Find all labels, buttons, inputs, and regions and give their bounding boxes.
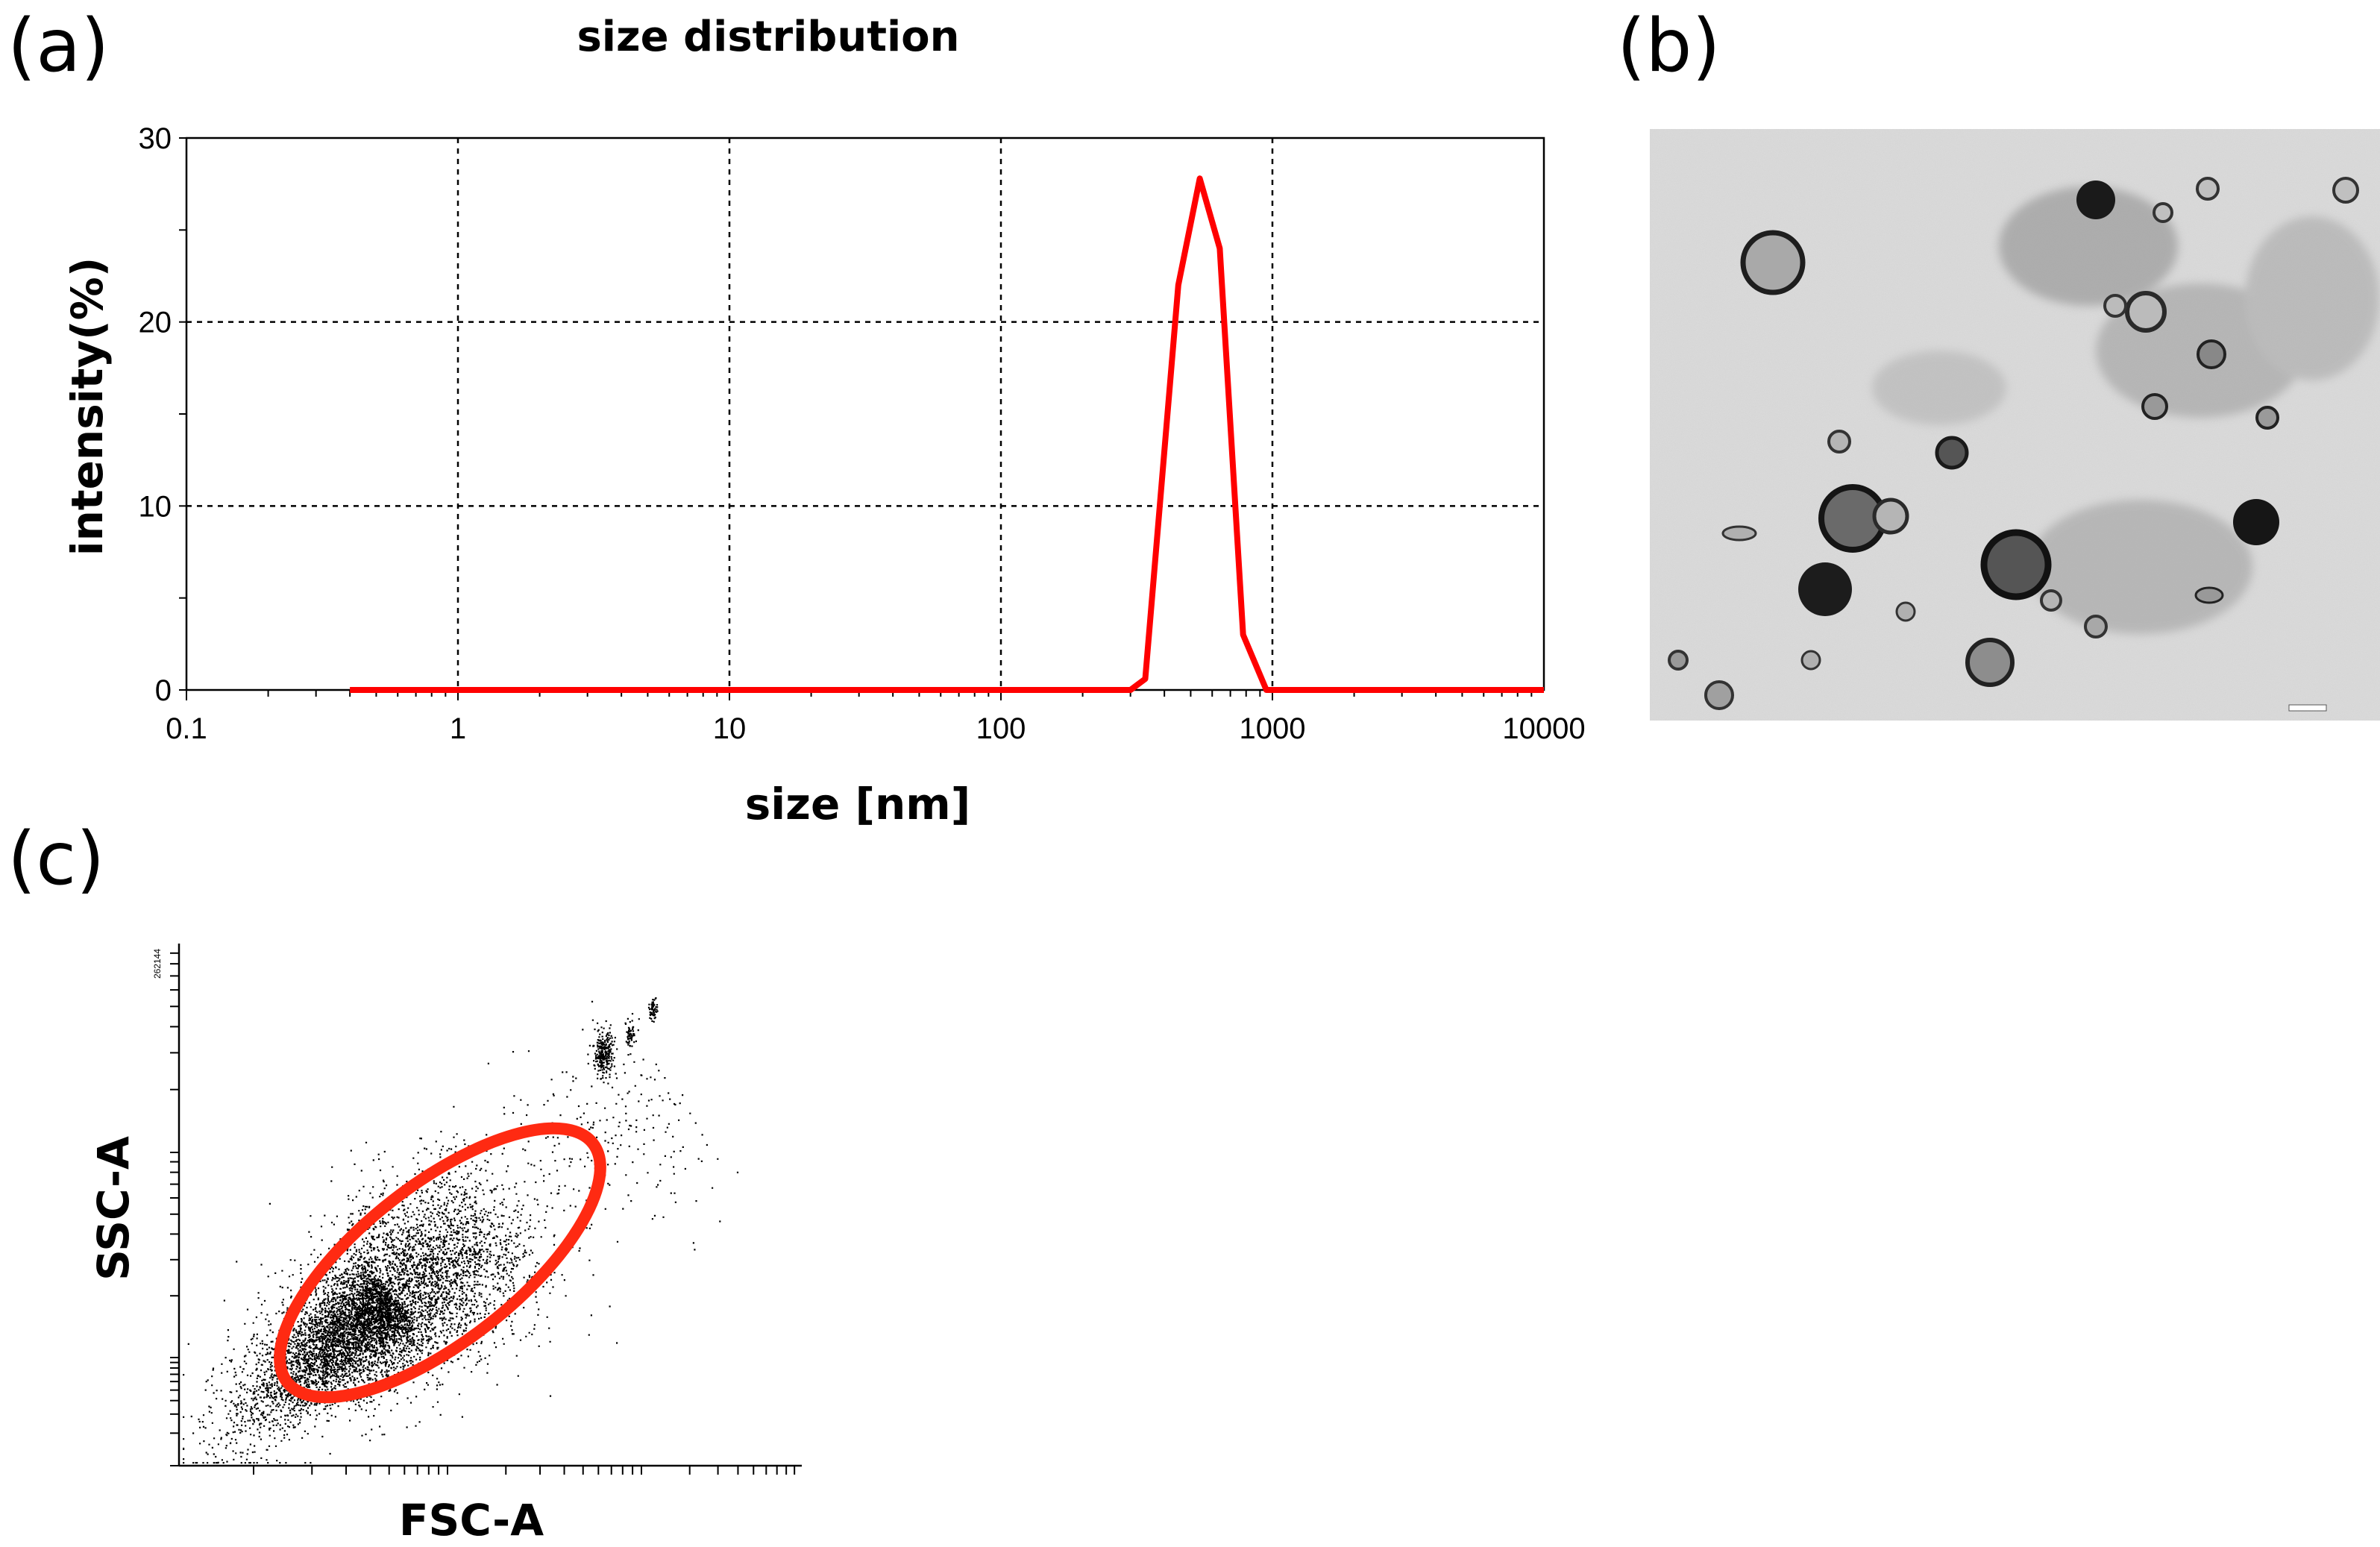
- y-axis-title: SSC-A: [88, 1136, 139, 1281]
- vesicle: [1704, 680, 1734, 710]
- x-tick-label: 1: [450, 712, 466, 745]
- x-tick-label: 1000: [1240, 712, 1306, 745]
- panel-label-b: (b): [1617, 4, 1721, 89]
- vesicle: [2040, 589, 2062, 612]
- distribution-line: [350, 175, 1544, 693]
- x-tick-labels: 0.1 1 10 100 1000 10000: [166, 712, 1585, 745]
- vesicle: [1872, 498, 1909, 535]
- x-tick-label: 0.1: [166, 712, 207, 745]
- vesicle: [2125, 291, 2167, 333]
- y-tick-label: 30: [139, 122, 172, 155]
- vesicle: [2076, 181, 2115, 219]
- vesicle: [1798, 562, 1852, 616]
- y-tick-label: 20: [139, 307, 172, 339]
- vesicle: [2255, 406, 2279, 430]
- vesicles: [1668, 177, 2359, 710]
- x-tick-label: 100: [976, 712, 1026, 745]
- chart-title: size distribution: [577, 13, 959, 61]
- cytometry-ticks: [170, 952, 796, 1475]
- vesicle: [2233, 499, 2279, 545]
- y-tick-label: 0: [155, 674, 172, 707]
- vesicle: [2332, 177, 2359, 204]
- vesicle: [2153, 202, 2173, 223]
- panel-label-c: (c): [7, 817, 104, 902]
- vesicle: [1740, 230, 1806, 295]
- y-axis-title: intensity(%): [62, 257, 113, 556]
- y-tick-label: 10: [139, 490, 172, 523]
- vesicle: [1668, 650, 1689, 671]
- flow-cytometry-plot: 262144 FSC-A SSC-A: [88, 944, 802, 1546]
- vesicle: [2141, 393, 2168, 420]
- x-axis-title: size [nm]: [745, 779, 970, 829]
- events-scatter: [183, 997, 739, 1464]
- gate-ellipse: [274, 1122, 606, 1404]
- vesicle: [1980, 529, 2052, 600]
- x-axis-title: FSC-A: [399, 1495, 544, 1546]
- vesicle: [2194, 586, 2224, 604]
- minor-ticks: [179, 229, 1533, 700]
- vesicle: [1800, 650, 1821, 671]
- vesicle: [1721, 525, 1757, 542]
- panel-label-a: (a): [7, 4, 110, 89]
- size-distribution-chart: size distribution 0.1 1 10 100 1000 10000 0 10…: [62, 13, 1586, 829]
- vesicle: [1895, 601, 1916, 622]
- vesicle: [2084, 615, 2108, 638]
- vesicle: [2196, 177, 2220, 201]
- scale-bar: [2288, 704, 2327, 712]
- x-tick-label: 10000: [1502, 712, 1585, 745]
- vesicle: [1935, 436, 1969, 470]
- tem-micrograph: [1650, 129, 2380, 721]
- vesicle: [1965, 638, 2015, 687]
- y-top-tick-label: 262144: [152, 949, 163, 979]
- chart-grid: [186, 138, 1544, 690]
- y-tick-labels: 0 10 20 30: [139, 122, 186, 707]
- vesicle: [1827, 430, 1851, 454]
- vesicle: [2103, 294, 2127, 318]
- event-dots: [183, 997, 739, 1464]
- x-tick-label: 10: [713, 712, 747, 745]
- plot-frame: [185, 136, 1545, 691]
- vesicle: [2197, 339, 2226, 369]
